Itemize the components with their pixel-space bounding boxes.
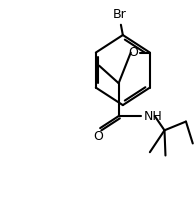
Text: NH: NH (144, 110, 163, 123)
Text: O: O (128, 46, 138, 59)
Text: Br: Br (113, 8, 127, 21)
Text: O: O (93, 130, 103, 143)
